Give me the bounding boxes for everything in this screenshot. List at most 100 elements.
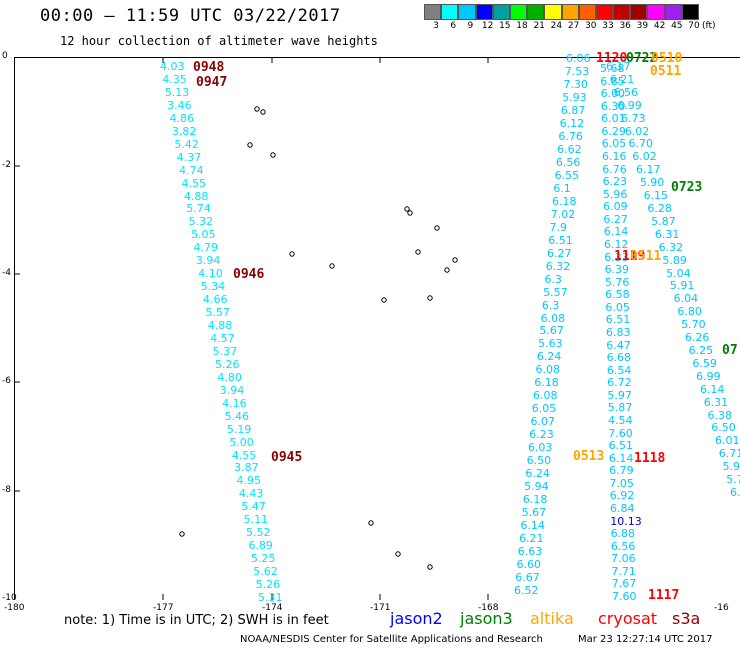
wave-height-value: 6.3	[544, 272, 562, 286]
wave-height-value: 6.17	[636, 163, 661, 177]
scale-label: 36	[619, 21, 631, 31]
scale-label: 30	[585, 21, 597, 31]
legend-jason2: jason2	[390, 609, 443, 628]
y-tick-label: -2	[2, 160, 11, 170]
wave-height-value: 6.51	[605, 313, 631, 327]
island-outline	[427, 564, 433, 570]
wave-height-value: 10.13	[610, 514, 642, 528]
scale-swatch	[561, 4, 579, 20]
wave-height-value: 6.63	[517, 545, 543, 559]
wave-height-value: 6.33	[604, 250, 629, 264]
wave-height-value: 6.32	[658, 240, 684, 254]
wave-height-value: 4.43	[238, 487, 264, 501]
wave-height-value: 6.21	[519, 532, 544, 546]
credit-line: NOAA/NESDIS Center for Satellite Applica…	[240, 634, 543, 645]
wave-height-value: 5.19	[226, 422, 252, 436]
scale-label: 6	[450, 21, 457, 31]
scale-label: 70	[688, 21, 700, 31]
pass-time-label: 1120	[596, 51, 628, 66]
wave-height-value: 6.30	[600, 99, 626, 113]
scale-label: 33	[602, 21, 614, 31]
wave-height-value: 6.18	[552, 194, 577, 208]
scale-swatch	[595, 4, 614, 20]
wave-height-value: 6.80	[677, 305, 702, 319]
wave-height-value: 6.02	[632, 150, 657, 164]
wave-height-value: 3.46	[167, 98, 192, 112]
wave-height-value: 5.70	[681, 318, 706, 332]
wave-height-value: 6.56	[610, 539, 636, 553]
legend-altika: altika	[530, 609, 574, 628]
wave-height-value: 6.58	[605, 288, 630, 302]
wave-height-value: 5.25	[250, 552, 276, 566]
wave-height-value: 6.08	[533, 389, 558, 403]
wave-height-value: 6.23	[602, 175, 628, 189]
wave-height-value: 5.9	[722, 460, 740, 474]
wave-height-value: 5.87	[607, 401, 633, 415]
page-title: 00:00 – 11:59 UTC 03/22/2017	[40, 6, 341, 26]
generated-timestamp: Mar 23 12:27:14 UTC 2017	[578, 634, 713, 645]
wave-height-value: 5.67	[539, 324, 564, 338]
scale-swatch	[475, 4, 493, 20]
wave-height-value: 7.67	[611, 577, 637, 591]
wave-height-value: 6.50	[526, 454, 552, 468]
wave-height-value: 6.08	[540, 311, 566, 325]
scale-swatch	[647, 4, 665, 20]
wave-height-value: 5.32	[188, 215, 214, 229]
wave-height-value: 6.05	[531, 402, 557, 416]
wave-height-value: 4.03	[160, 60, 185, 73]
y-tick-label: -10	[2, 593, 17, 603]
wave-height-value: 5.93	[562, 90, 587, 104]
island-outline	[247, 142, 253, 148]
wave-height-value: 6.3	[541, 298, 560, 312]
scale-label: 18	[516, 21, 528, 31]
y-tick-label: -6	[2, 376, 11, 386]
pass-time-label: 0945	[271, 450, 303, 465]
pass-time-label: 0510	[651, 51, 683, 66]
scale-label: 21	[533, 21, 545, 31]
island-outline	[407, 210, 413, 216]
wave-height-value: 3.94	[219, 383, 245, 397]
x-tick-label: -174	[262, 603, 283, 613]
island-outline	[381, 297, 387, 303]
pass-time-label: 0947	[196, 75, 228, 90]
pass-time-label: 0946	[233, 267, 265, 282]
wave-height-value: 6.24	[536, 350, 562, 364]
wave-height-value: 5.90	[639, 176, 665, 190]
wave-height-value: 5.11	[243, 513, 269, 527]
color-scale	[424, 4, 699, 20]
wave-height-value: 5.47	[241, 500, 266, 514]
wave-height-value: 6.08	[535, 363, 561, 377]
scale-swatch	[492, 4, 510, 20]
legend-s3a: s3a	[672, 609, 701, 628]
scale-swatch	[578, 4, 596, 20]
wave-height-value: 4.86	[169, 111, 195, 125]
wave-height-value: 6.56	[613, 85, 639, 99]
wave-height-value: 7.02	[550, 207, 576, 221]
island-outline	[368, 520, 374, 526]
scale-label: 27	[567, 21, 580, 31]
wave-height-value: 3.94	[195, 254, 221, 268]
scale-swatch	[630, 4, 648, 20]
wave-height-value: 6.06	[566, 52, 591, 65]
wave-height-value: 5.00	[229, 435, 254, 449]
wave-height-value: 7.60	[612, 590, 637, 603]
wave-height-value: 6.62	[557, 142, 582, 156]
wave-height-value: 6.03	[527, 441, 553, 455]
wave-height-value: 6.18	[522, 493, 548, 507]
wave-height-value: 6.28	[647, 202, 672, 215]
scale-label: 12	[481, 21, 494, 31]
wave-height-value: 5.97	[607, 388, 632, 402]
wave-height-value: 6.12	[604, 238, 629, 251]
wave-height-value: 4.57	[210, 331, 235, 345]
wave-height-value: 4.88	[207, 319, 233, 333]
wave-height-value: 6.18	[534, 376, 559, 390]
wave-height-value: 6.70	[628, 137, 654, 151]
wave-height-value: 7.06	[611, 552, 636, 566]
pass-time-label: 0948	[193, 60, 225, 75]
scale-label: 3	[433, 21, 439, 31]
island-outline	[254, 106, 260, 112]
wave-height-value: 6.99	[617, 98, 642, 112]
wave-height-value: 6.87	[560, 103, 586, 117]
wave-height-value: 5.57	[543, 285, 568, 299]
pass-time-label: 0511	[650, 64, 682, 79]
